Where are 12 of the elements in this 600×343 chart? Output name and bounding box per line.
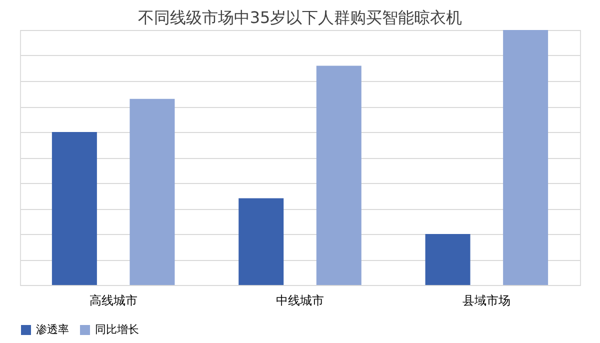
bar (425, 234, 470, 285)
bar (52, 132, 97, 285)
legend-label: 渗透率 (36, 323, 69, 336)
x-tick-label: 高线城市 (89, 294, 138, 308)
legend-label: 同比增长 (95, 323, 139, 336)
bar (130, 98, 175, 285)
bar (316, 66, 362, 285)
chart-title: 不同线级市场中35岁以下人群购买智能晾衣机 (138, 8, 462, 27)
x-tick-label: 中线城市 (276, 294, 324, 308)
bar (238, 198, 284, 285)
x-tick-label: 县域市场 (462, 294, 511, 308)
bar (503, 30, 548, 285)
